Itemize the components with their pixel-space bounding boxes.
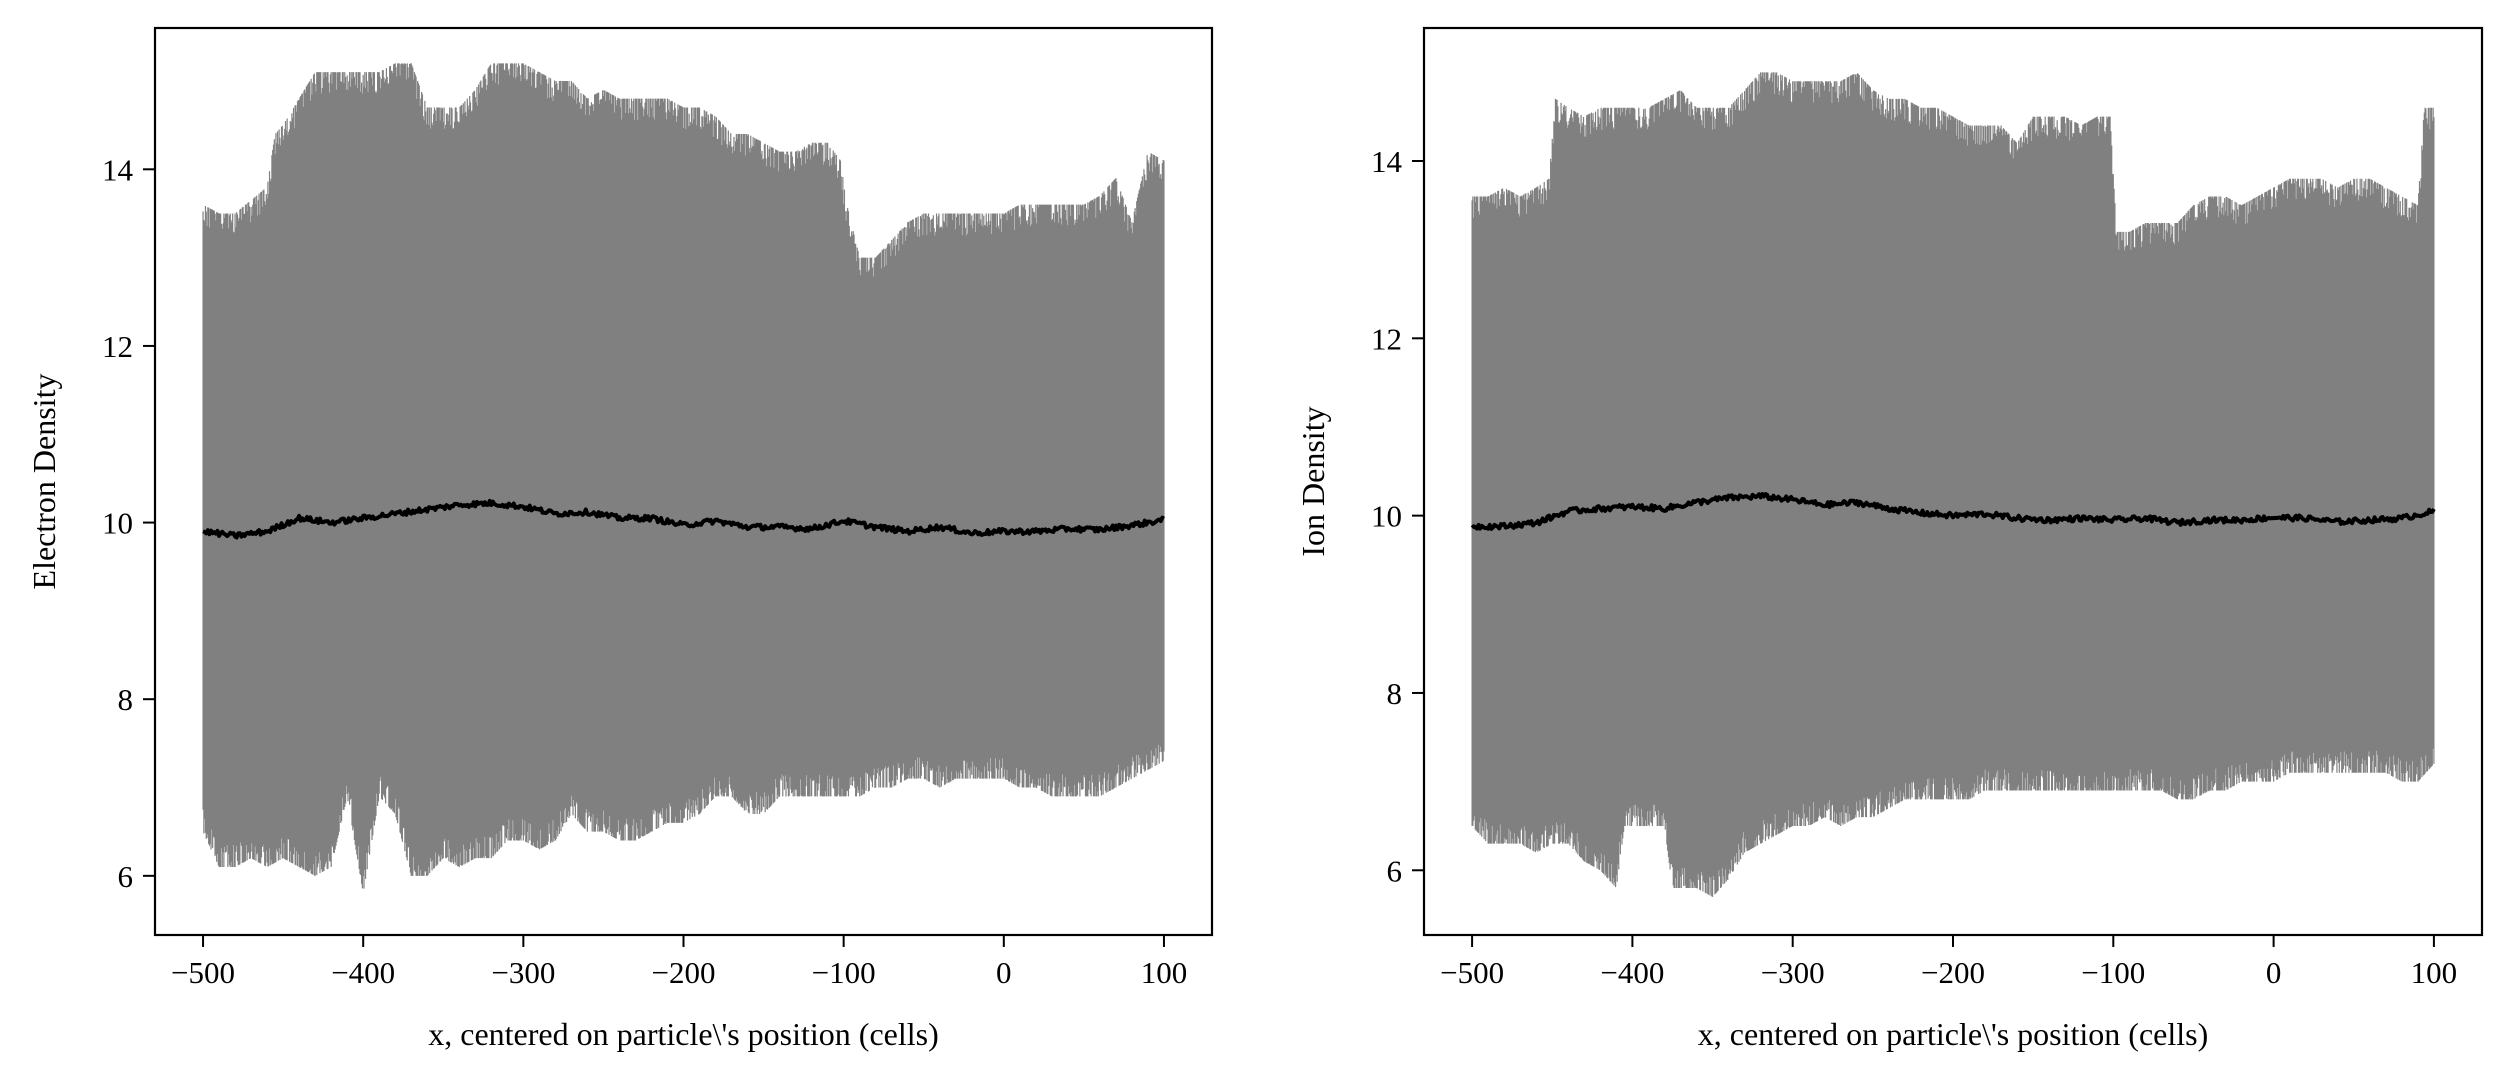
y-tick-label: 8 <box>1387 676 1403 711</box>
plot-area <box>202 63 1166 889</box>
x-tick-label: −100 <box>812 955 876 990</box>
x-tick-label: −400 <box>1600 955 1664 990</box>
y-axis-label: Electron Density <box>26 374 62 590</box>
x-tick-label: −200 <box>1921 955 1985 990</box>
x-tick-label: 100 <box>1141 955 1188 990</box>
panel-electron-density: −500 −400 −300 −200 −100 0 100 6 8 10 12 14 x, cente… <box>26 26 1214 1052</box>
x-axis-label: x, centered on particle\'s position (cel… <box>1698 1016 2208 1052</box>
x-tick-label: −200 <box>652 955 716 990</box>
y-tick-label: 6 <box>1387 853 1403 888</box>
x-tick-label: 0 <box>2266 955 2282 990</box>
x-tick-label: 100 <box>2411 955 2458 990</box>
series-fluctuating-density-core <box>1472 98 2434 871</box>
x-tick-label: −300 <box>1761 955 1825 990</box>
y-tick-label: 14 <box>1371 144 1403 179</box>
x-axis-label: x, centered on particle\'s position (cel… <box>428 1016 938 1052</box>
series-average-density <box>1470 492 2436 531</box>
x-tick-label: 0 <box>996 955 1012 990</box>
plot-area <box>1470 72 2436 897</box>
y-tick-label: 12 <box>102 329 133 364</box>
x-tick-label: −300 <box>491 955 555 990</box>
series-fluctuating-density-core <box>203 89 1164 867</box>
y-tick-label: 10 <box>1371 499 1402 534</box>
y-tick-label: 10 <box>102 506 133 541</box>
x-tick-label: −500 <box>1440 955 1504 990</box>
y-tick-label: 6 <box>118 859 134 894</box>
y-tick-label: 14 <box>102 152 134 187</box>
y-tick-label: 8 <box>118 682 134 717</box>
y-axis-label: Ion Density <box>1295 406 1331 556</box>
y-tick-label: 12 <box>1371 321 1402 356</box>
x-tick-label: −400 <box>331 955 395 990</box>
series-average-density <box>202 498 1166 540</box>
x-tick-label: −500 <box>171 955 235 990</box>
panel-ion-density: −500 −400 −300 −200 −100 0 100 6 8 10 12 14 x, cente… <box>1295 26 2484 1052</box>
x-tick-label: −100 <box>2081 955 2145 990</box>
